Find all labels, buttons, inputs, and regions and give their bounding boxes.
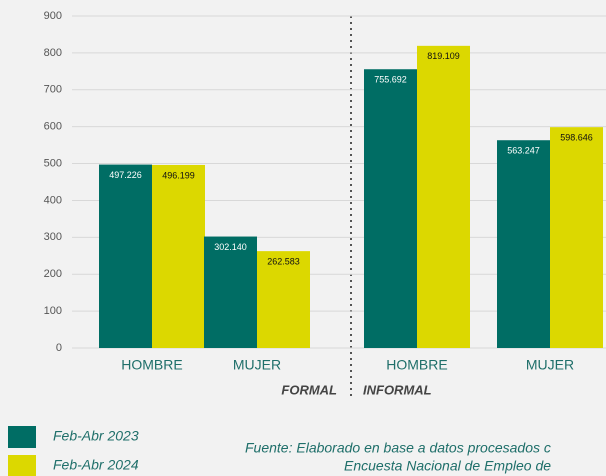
x-tick-label: MUJER [526, 357, 574, 373]
bar [204, 236, 257, 348]
x-tick-label: HOMBRE [386, 357, 447, 373]
y-tick-label: 100 [44, 305, 62, 317]
source-text: Encuesta Nacional de Empleo de [344, 458, 551, 474]
legend-label: Feb-Abr 2024 [53, 457, 139, 473]
y-tick-label: 0 [56, 342, 62, 354]
group-label: FORMAL [281, 382, 337, 397]
bar [417, 45, 470, 349]
value-label: 755.692 [374, 75, 407, 85]
y-tick-label: 700 [44, 84, 62, 96]
y-tick-label: 600 [44, 121, 62, 133]
group-label: INFORMAL [363, 382, 432, 397]
y-tick-label: 500 [44, 157, 62, 169]
legend-swatch [8, 426, 36, 448]
y-tick-label: 200 [44, 268, 62, 280]
value-label: 563.247 [507, 146, 540, 156]
value-label: 497.226 [109, 170, 142, 180]
bar [152, 164, 205, 348]
legend-label: Feb-Abr 2023 [53, 428, 139, 444]
x-tick-label: MUJER [233, 357, 281, 373]
y-tick-label: 900 [44, 10, 62, 22]
bar [257, 251, 310, 348]
value-label: 302.140 [214, 242, 247, 252]
value-label: 496.199 [162, 170, 195, 180]
legend-swatch [8, 455, 36, 476]
bar [550, 127, 603, 349]
bar [497, 140, 550, 348]
value-label: 819.109 [427, 51, 460, 61]
value-label: 598.646 [560, 133, 593, 143]
bar [99, 164, 152, 348]
y-tick-label: 400 [44, 194, 62, 206]
bar [364, 69, 417, 349]
y-tick-label: 800 [44, 47, 62, 59]
source-text: Fuente: Elaborado en base a datos proces… [245, 440, 551, 456]
x-tick-label: HOMBRE [121, 357, 182, 373]
y-tick-label: 300 [44, 231, 62, 243]
value-label: 262.583 [267, 257, 300, 267]
